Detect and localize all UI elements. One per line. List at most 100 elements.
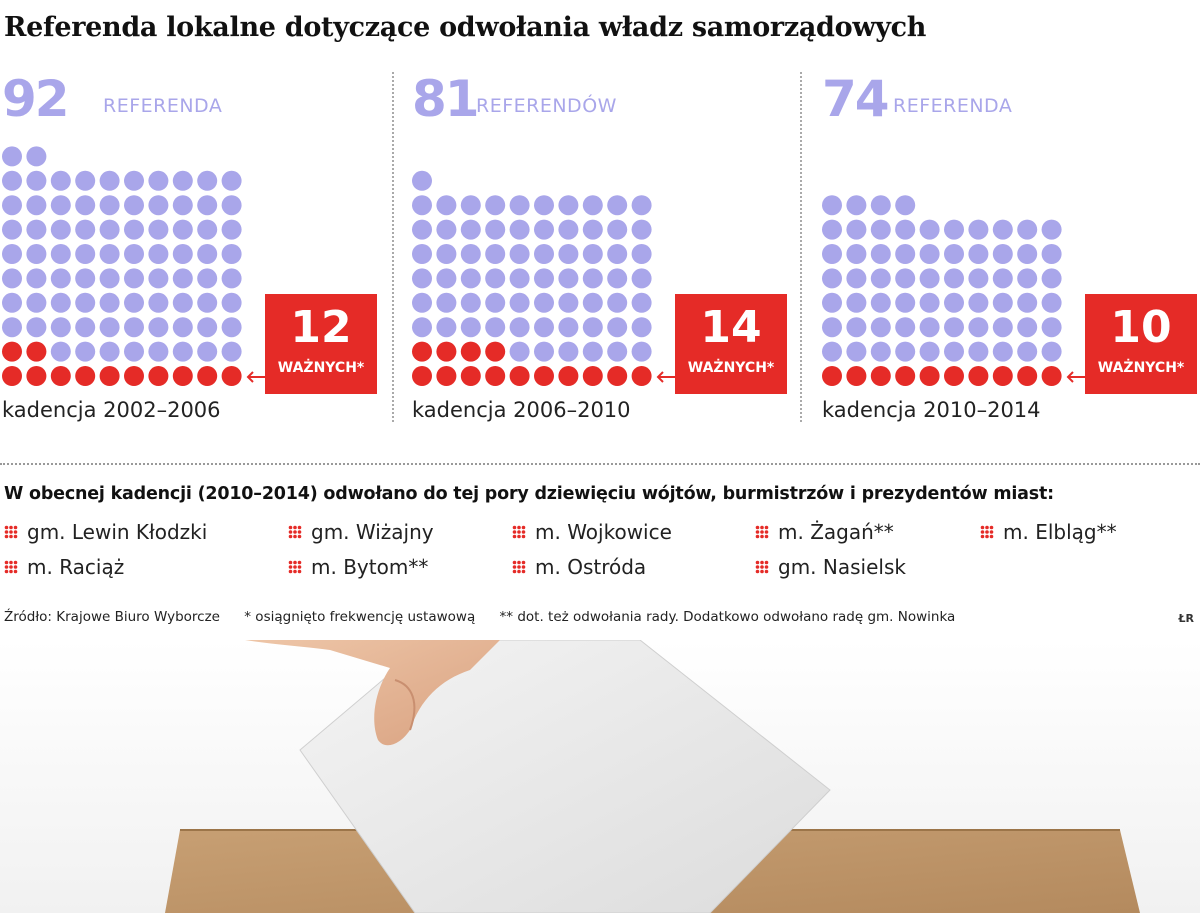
referendum-dot bbox=[509, 292, 530, 313]
referendum-dot bbox=[460, 268, 481, 289]
referendum-dot bbox=[870, 341, 891, 362]
referendum-dot bbox=[895, 268, 916, 289]
referendum-dot bbox=[75, 244, 96, 264]
valid-referendum-dot bbox=[1041, 366, 1062, 386]
referendum-dot bbox=[460, 244, 481, 264]
referendum-dot bbox=[197, 292, 218, 313]
referendum-dot bbox=[534, 244, 554, 264]
valid-referendum-dot bbox=[26, 341, 47, 362]
referendum-dot bbox=[197, 244, 218, 264]
valid-referendum-dot bbox=[968, 366, 989, 386]
referendum-dot bbox=[631, 268, 652, 289]
referendum-dot bbox=[534, 341, 554, 362]
referendum-dot bbox=[919, 317, 940, 338]
valid-referendum-dot bbox=[75, 366, 96, 386]
total-number: 92 bbox=[2, 70, 70, 128]
referendum-dot bbox=[2, 292, 22, 313]
referendum-dot bbox=[172, 341, 193, 362]
referendum-dot bbox=[822, 219, 842, 240]
referendum-dot bbox=[607, 292, 628, 313]
valid-referendum-dot bbox=[50, 366, 71, 386]
referendum-dot bbox=[50, 219, 71, 240]
valid-referendum-dot bbox=[124, 366, 144, 386]
referendum-dot bbox=[631, 195, 652, 216]
valid-label: WAŻNYCH* bbox=[277, 360, 365, 376]
arrow-left-icon bbox=[656, 371, 675, 383]
referendum-dot bbox=[968, 317, 989, 338]
referendum-dot bbox=[631, 341, 652, 362]
list-item: m. Bytom** bbox=[288, 555, 428, 579]
referendum-dot bbox=[436, 317, 457, 338]
term-label: kadencja 2006–2010 bbox=[412, 398, 631, 422]
referendum-dot bbox=[558, 195, 579, 216]
referendum-dot bbox=[509, 317, 530, 338]
referendum-dot bbox=[436, 268, 457, 289]
referendum-dot bbox=[124, 219, 144, 240]
referendum-dot bbox=[992, 292, 1013, 313]
referendum-dot bbox=[558, 268, 579, 289]
referendum-dot bbox=[822, 268, 842, 289]
referendum-dot bbox=[582, 219, 603, 240]
referendum-dot bbox=[631, 292, 652, 313]
referendum-dot bbox=[50, 195, 71, 216]
referendum-dot bbox=[895, 219, 916, 240]
referendum-dot bbox=[197, 341, 218, 362]
referendum-dot bbox=[509, 341, 530, 362]
valid-referendum-dot bbox=[944, 366, 964, 386]
referendum-dot bbox=[534, 268, 554, 289]
referendum-dot bbox=[124, 195, 144, 216]
valid-referendum-dot bbox=[99, 366, 120, 386]
referendum-dot bbox=[221, 292, 242, 313]
referendum-dot bbox=[534, 195, 554, 216]
referendum-dot bbox=[26, 268, 47, 289]
referendum-dot bbox=[436, 292, 457, 313]
referendum-dot bbox=[944, 219, 964, 240]
referendum-dot bbox=[26, 292, 47, 313]
referendum-dot bbox=[197, 195, 218, 216]
referendum-dot bbox=[607, 219, 628, 240]
referendum-dot bbox=[50, 268, 71, 289]
chart-title: Referenda lokalne dotyczące odwołania wł… bbox=[4, 12, 927, 43]
referendum-dot bbox=[412, 244, 432, 264]
list-item: m. Raciąż bbox=[4, 555, 124, 579]
referendum-dot bbox=[870, 244, 891, 264]
list-item: gm. Lewin Kłodzki bbox=[4, 520, 207, 544]
referendum-dot bbox=[1017, 341, 1038, 362]
referendum-dot bbox=[1017, 244, 1038, 264]
referendum-dot bbox=[99, 219, 120, 240]
referendum-dot bbox=[895, 244, 916, 264]
referendum-dot bbox=[1017, 317, 1038, 338]
total-label: REFERENDA bbox=[103, 95, 223, 117]
referendum-dot bbox=[822, 195, 842, 216]
referendum-dot bbox=[50, 244, 71, 264]
referendum-dot bbox=[197, 317, 218, 338]
referendum-dot bbox=[172, 195, 193, 216]
referendum-dot bbox=[895, 195, 916, 216]
referendum-dot bbox=[99, 195, 120, 216]
waffle-panel-2010-2014: 74 REFERENDA 10 WAŻNYCH* kadencja 2010–2… bbox=[820, 62, 1200, 432]
valid-referendum-dot bbox=[895, 366, 916, 386]
valid-referendum-dot bbox=[26, 366, 47, 386]
referendum-dot bbox=[26, 244, 47, 264]
referendum-dot bbox=[75, 317, 96, 338]
total-label: REFERENDA bbox=[893, 95, 1013, 117]
valid-referendum-dot bbox=[2, 366, 22, 386]
red-dot-grid-icon bbox=[4, 560, 18, 573]
referendum-dot bbox=[75, 292, 96, 313]
referendum-dot bbox=[509, 268, 530, 289]
referendum-dot bbox=[124, 292, 144, 313]
arrow-left-icon bbox=[246, 371, 265, 383]
red-dot-grid-icon bbox=[755, 525, 769, 538]
list-item: m. Żagań** bbox=[755, 520, 894, 544]
total-label: REFERENDÓW bbox=[476, 95, 617, 117]
referendum-dot bbox=[50, 317, 71, 338]
referendum-dot bbox=[148, 292, 169, 313]
referendum-dot bbox=[1041, 341, 1062, 362]
footnote-2: ** dot. też odwołania rady. Dodatkowo od… bbox=[499, 609, 956, 625]
referendum-dot bbox=[631, 317, 652, 338]
referendum-dot bbox=[99, 170, 120, 191]
referendum-dot bbox=[895, 292, 916, 313]
referendum-dot bbox=[221, 170, 242, 191]
referendum-dot bbox=[197, 268, 218, 289]
referendum-dot bbox=[870, 317, 891, 338]
